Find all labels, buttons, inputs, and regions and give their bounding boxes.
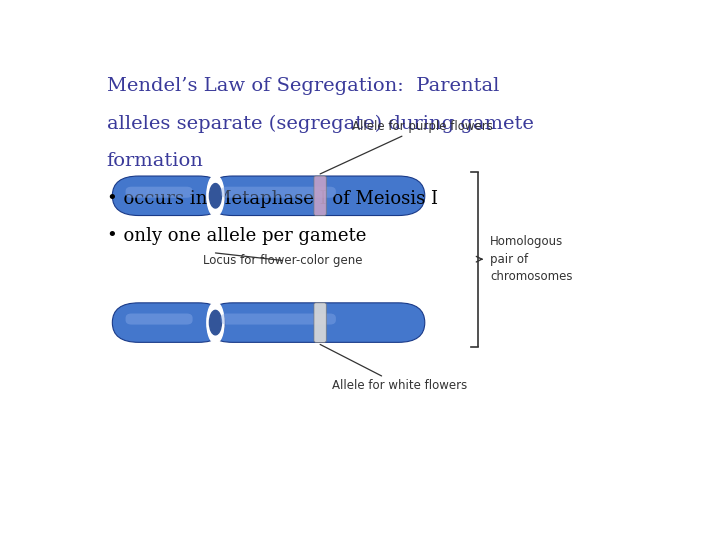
Text: alleles separate (segregate) during gamete: alleles separate (segregate) during game… <box>107 114 534 133</box>
Ellipse shape <box>207 302 224 343</box>
Text: • only one allele per gamete: • only one allele per gamete <box>107 227 366 245</box>
Text: formation: formation <box>107 152 204 170</box>
Text: Allele for purple flowers: Allele for purple flowers <box>320 120 492 174</box>
Text: Locus for flower-color gene: Locus for flower-color gene <box>203 253 362 267</box>
Text: Allele for white flowers: Allele for white flowers <box>320 345 467 391</box>
FancyBboxPatch shape <box>314 303 326 342</box>
FancyBboxPatch shape <box>112 303 225 342</box>
Ellipse shape <box>207 175 224 217</box>
Text: • occurs in Metaphase I of Meiosis I: • occurs in Metaphase I of Meiosis I <box>107 190 438 207</box>
FancyBboxPatch shape <box>221 187 336 198</box>
FancyBboxPatch shape <box>125 187 192 198</box>
FancyBboxPatch shape <box>125 314 192 325</box>
FancyBboxPatch shape <box>112 176 225 215</box>
FancyBboxPatch shape <box>314 176 326 215</box>
Ellipse shape <box>210 310 222 335</box>
FancyBboxPatch shape <box>206 303 425 342</box>
Ellipse shape <box>210 184 222 208</box>
FancyBboxPatch shape <box>221 314 336 325</box>
FancyBboxPatch shape <box>206 176 425 215</box>
Text: Mendel’s Law of Segregation:  Parental: Mendel’s Law of Segregation: Parental <box>107 77 499 95</box>
Text: Homologous
pair of
chromosomes: Homologous pair of chromosomes <box>490 235 572 283</box>
